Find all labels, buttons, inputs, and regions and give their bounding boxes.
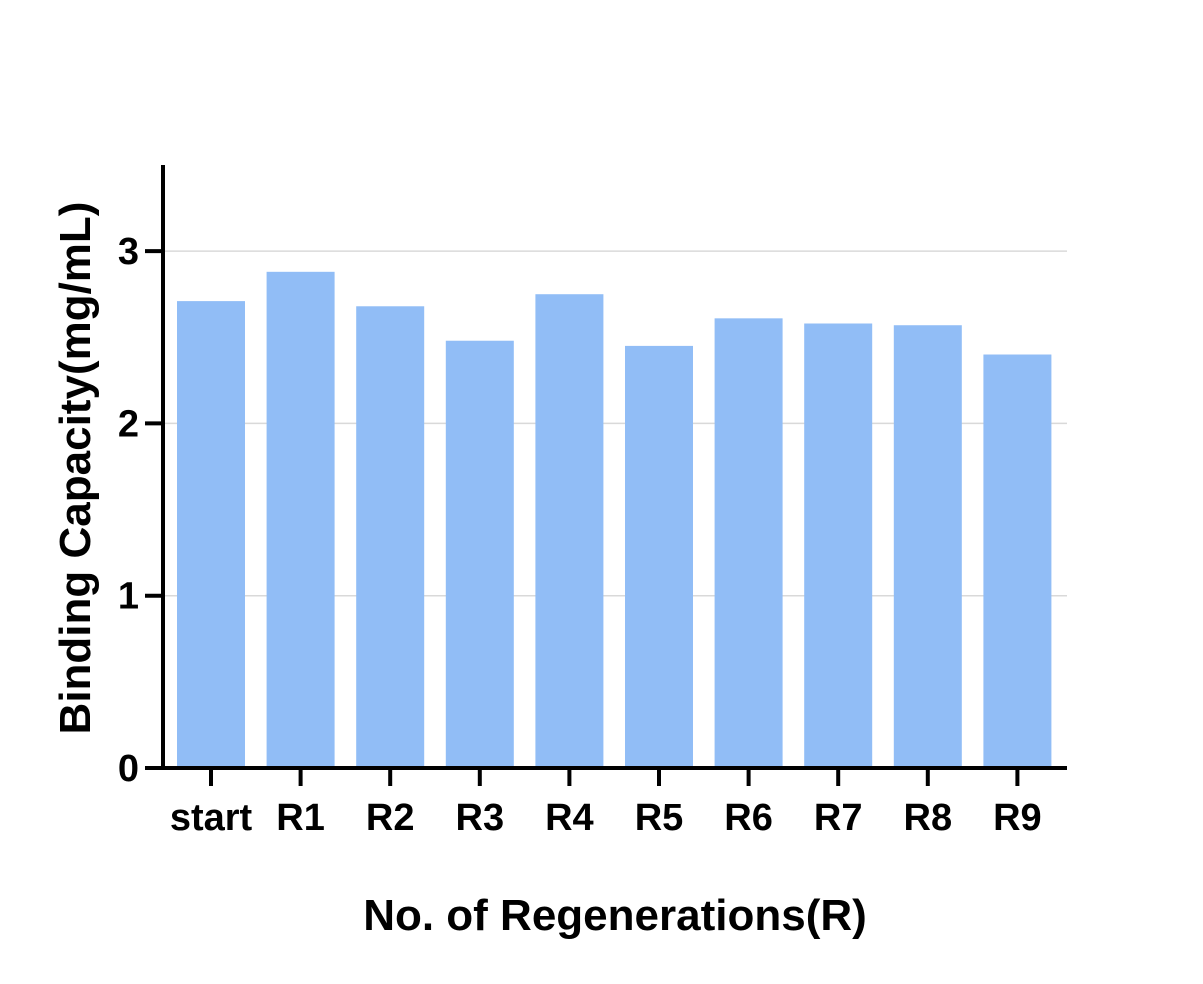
x-tick-label: R9 [993,797,1042,839]
bar-R9 [983,354,1052,766]
x-tick-label: R6 [724,797,773,839]
bars [177,271,1052,766]
y-tick-label: 0 [118,748,139,790]
x-axis-title: No. of Regenerations(R) [363,891,867,940]
bar-R4 [535,294,604,766]
bar-start [177,301,245,766]
x-tick-label: R5 [635,797,684,839]
x-tick-label: R3 [456,797,505,839]
bar-R6 [714,318,783,766]
bar-R2 [356,306,425,766]
x-tick-label: R4 [545,797,594,839]
bar-R8 [893,325,962,766]
x-tick-label: R1 [276,797,325,839]
y-ticks: 0 1 2 3 [118,231,163,790]
x-tick-label: R8 [904,797,953,839]
x-ticks: start R1 R2 R3 R4 R5 R6 R7 R8 R9 [170,768,1042,839]
bar-R7 [804,323,873,766]
y-tick-label: 2 [118,403,139,445]
bar-R3 [445,340,514,766]
bar-R1 [266,271,335,766]
y-tick-label: 3 [118,231,139,273]
bar-R5 [625,345,693,766]
y-axis-title: Binding Capacity(mg/mL) [51,202,100,735]
x-tick-label: R2 [366,797,415,839]
x-tick-label: R7 [814,797,863,839]
y-tick-label: 1 [118,576,139,618]
x-tick-label: start [170,797,253,839]
